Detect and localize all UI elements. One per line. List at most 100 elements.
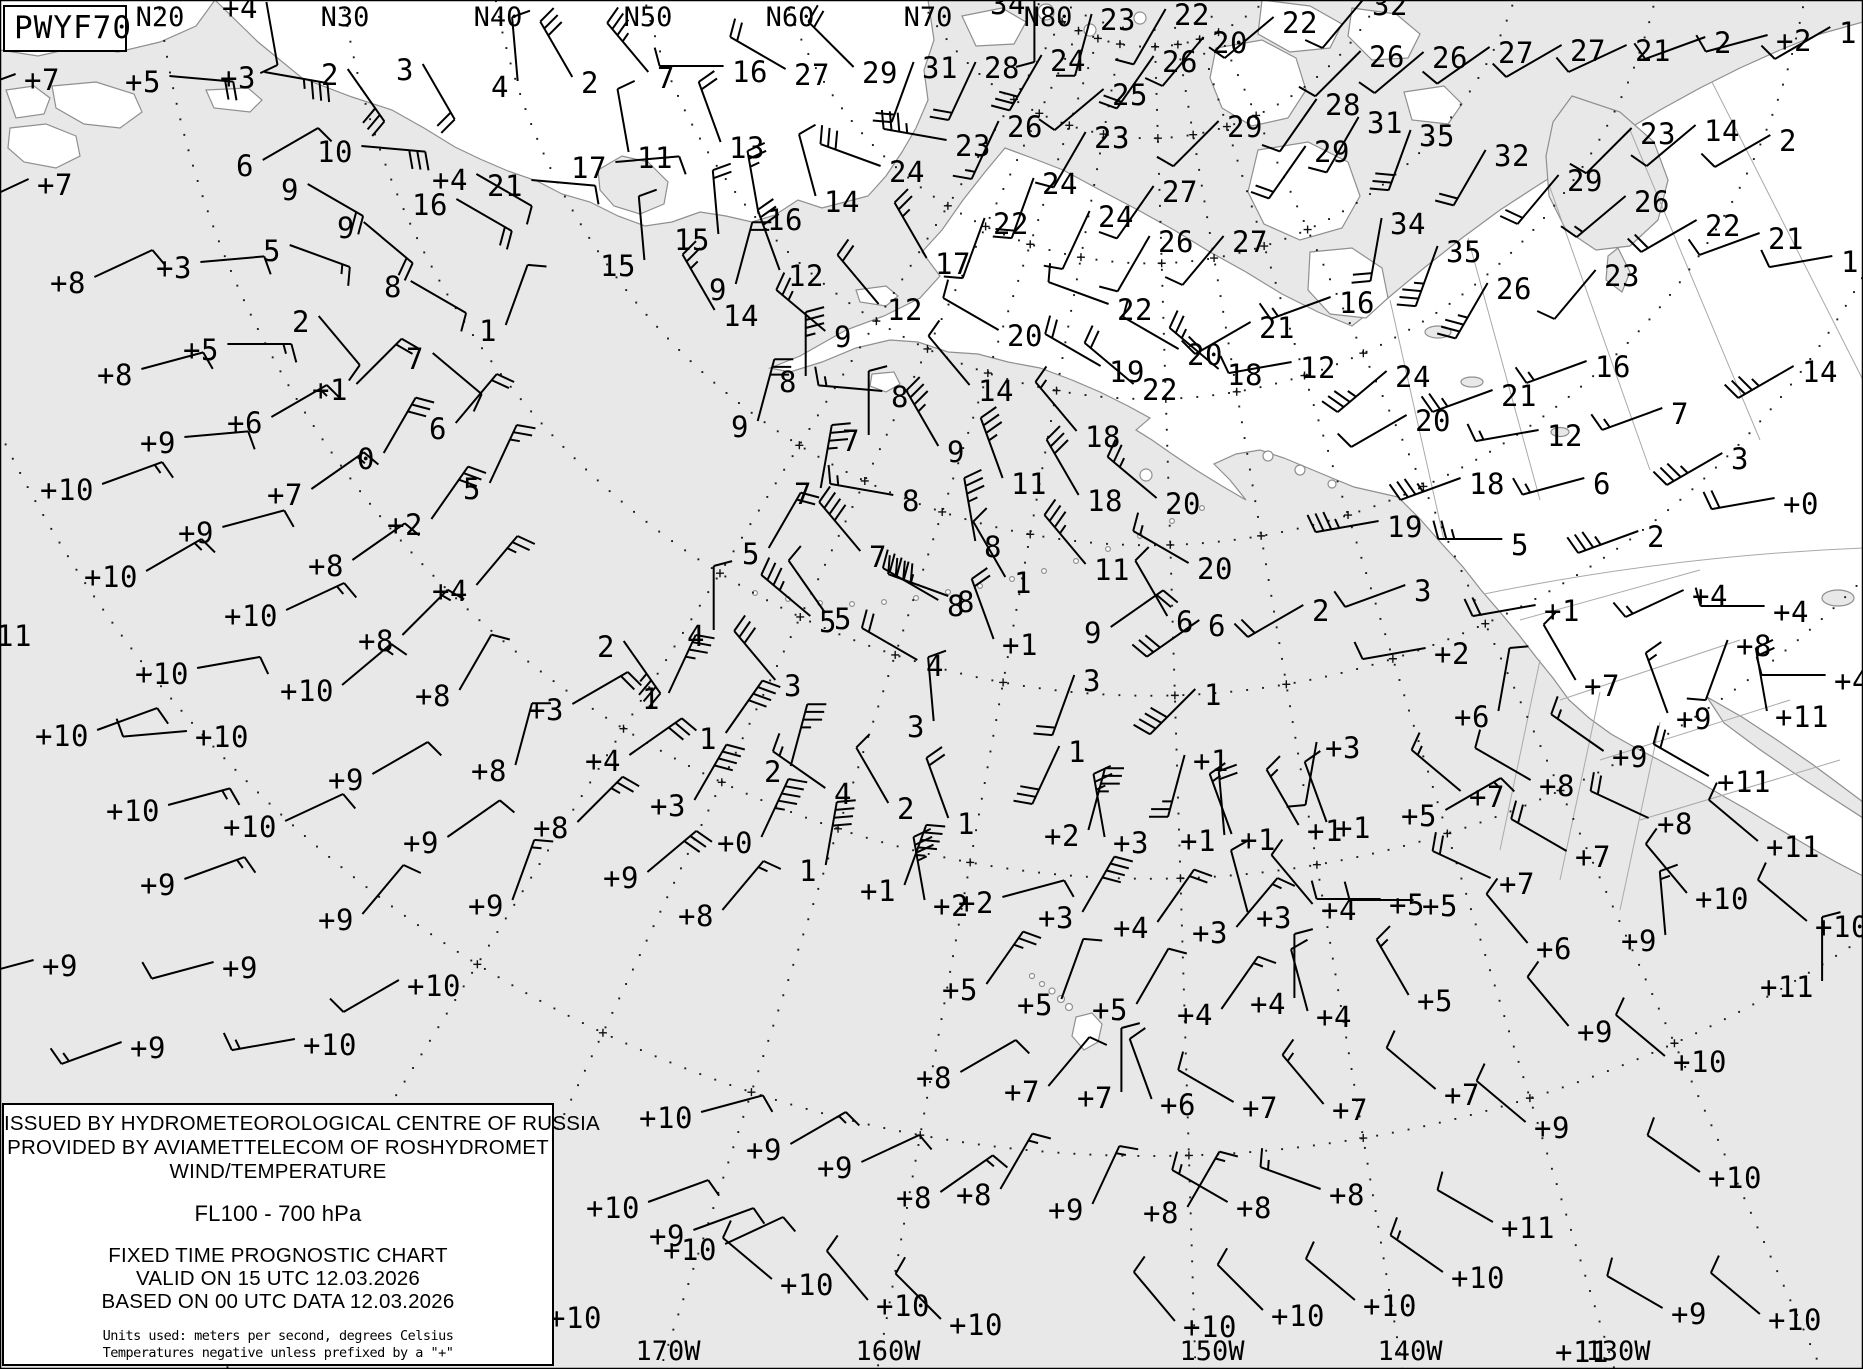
wind-barb: [430, 465, 487, 520]
se-alaska-island-3: [1327, 479, 1337, 489]
station-temperature: 5: [263, 234, 281, 268]
station: +8: [415, 633, 511, 713]
wind-barb: [1396, 245, 1439, 308]
wrangel-island: [961, 7, 1027, 47]
wind-barb: [0, 73, 16, 81]
station: 11: [0, 619, 31, 653]
wind-barb: [361, 145, 430, 171]
station: 23: [1569, 117, 1675, 175]
station-temperature: +10: [949, 1308, 1003, 1342]
longitude-label: 160W: [855, 1336, 921, 1367]
station-temperature: +8: [471, 754, 507, 788]
station-temperature: 3: [784, 669, 802, 703]
wind-barb: [1144, 36, 1205, 87]
station: 1: [699, 679, 781, 756]
station-temperature: 23: [1094, 121, 1130, 155]
station-temperature: +8: [415, 679, 451, 713]
station-temperature: +9: [1676, 702, 1712, 736]
station-temperature: 8: [957, 585, 975, 619]
wind-barb: [1043, 210, 1091, 270]
station-temperature: +7: [1575, 840, 1611, 874]
station: 22: [1626, 209, 1741, 253]
wind-barb: [1134, 546, 1169, 617]
station-temperature: 28: [984, 51, 1020, 85]
station: 22: [1047, 263, 1152, 327]
station: 5: [760, 557, 836, 639]
station: +5: [1375, 925, 1452, 1018]
station: +9: [746, 1111, 861, 1167]
station: 29: [1156, 110, 1262, 168]
station: 1: [1760, 16, 1856, 60]
station: +9: [140, 426, 256, 460]
station: +3: [1192, 877, 1296, 950]
station: +7: [1431, 832, 1534, 901]
station-temperature: +10: [1451, 1261, 1505, 1295]
wind-barb: [1431, 832, 1492, 879]
station-temperature: +9: [42, 949, 78, 983]
wind-barb: [571, 671, 643, 705]
station-temperature: +3: [1113, 826, 1149, 860]
wind-barb: [1463, 597, 1536, 618]
station-temperature: 8: [384, 270, 402, 304]
wind-barb: [1177, 1051, 1235, 1103]
station-temperature: +4: [222, 0, 258, 25]
station: 6: [429, 373, 515, 446]
station-temperature: 9: [834, 320, 852, 354]
station: 19: [1044, 315, 1144, 389]
station-temperature: 24: [889, 155, 925, 189]
station-temperature: 12: [1300, 351, 1336, 385]
station-temperature: 31: [1367, 106, 1403, 140]
station-temperature: +11: [1766, 830, 1820, 864]
wind-barb: [1087, 767, 1124, 831]
station-temperature: 26: [1432, 41, 1468, 75]
hudson-bay: [1545, 95, 1669, 251]
station-temperature: 1: [479, 314, 497, 348]
station: 5: [742, 491, 820, 571]
station: +4: [1290, 938, 1351, 1034]
station-temperature: 18: [1085, 420, 1121, 454]
wind-barb: [329, 979, 400, 1013]
wind-barb: [905, 376, 940, 447]
station-temperature: 0: [357, 442, 375, 476]
wind-barb: [825, 1234, 869, 1301]
station-temperature: 26: [1007, 110, 1043, 144]
wind-barb: [1389, 1217, 1444, 1273]
wind-barb: [887, 555, 949, 597]
station: +5: [942, 930, 1042, 1007]
station: +8: [358, 588, 465, 658]
wind-barb: [1436, 282, 1489, 340]
station-temperature: +10: [1708, 1161, 1762, 1195]
station: 20: [1132, 512, 1232, 586]
station: +4: [1113, 868, 1213, 945]
station-temperature: 1: [699, 722, 717, 756]
station: +7: [1385, 1030, 1479, 1112]
lake-4: [1821, 589, 1855, 607]
station-temperature: 3: [1414, 574, 1432, 608]
station: 8: [779, 306, 825, 399]
station-temperature: +9: [222, 951, 258, 985]
station-temperature: 9: [337, 211, 355, 245]
station: 8: [827, 464, 919, 518]
station: 1: [1760, 245, 1858, 279]
wind-barb: [1047, 263, 1109, 305]
wind-barb: [712, 560, 733, 630]
wind-barb: [1180, 321, 1252, 355]
station-temperature: 22: [1705, 209, 1741, 243]
wind-barb: [184, 430, 256, 450]
station: 8: [887, 555, 975, 619]
station: 1: [642, 634, 715, 716]
station: 12: [1219, 351, 1336, 385]
wind-barb: [1626, 219, 1698, 253]
wind-barb: [1614, 997, 1666, 1057]
station: 24: [1321, 360, 1430, 413]
wind-barb: [789, 1111, 861, 1145]
station-temperature: 6: [1208, 609, 1226, 643]
station-temperature: +6: [1536, 932, 1572, 966]
station-temperature: 15: [674, 223, 710, 257]
station: +8: [678, 860, 782, 933]
wind-barb: [1444, 777, 1516, 811]
wind-barb: [458, 633, 511, 691]
station: +11: [1436, 1171, 1554, 1245]
station-temperature: +10: [1363, 1289, 1417, 1323]
wind-barb: [1114, 8, 1167, 66]
